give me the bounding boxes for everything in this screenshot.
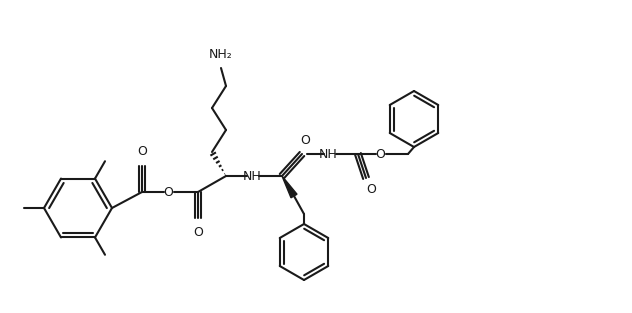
Text: O: O xyxy=(366,183,376,196)
Text: NH₂: NH₂ xyxy=(209,48,233,61)
Text: NH: NH xyxy=(319,147,337,161)
Text: O: O xyxy=(193,226,203,239)
Text: NH: NH xyxy=(243,170,262,182)
Text: O: O xyxy=(163,186,173,198)
Text: O: O xyxy=(137,145,147,158)
Polygon shape xyxy=(282,176,297,198)
Text: O: O xyxy=(375,147,385,161)
Text: O: O xyxy=(300,134,310,147)
